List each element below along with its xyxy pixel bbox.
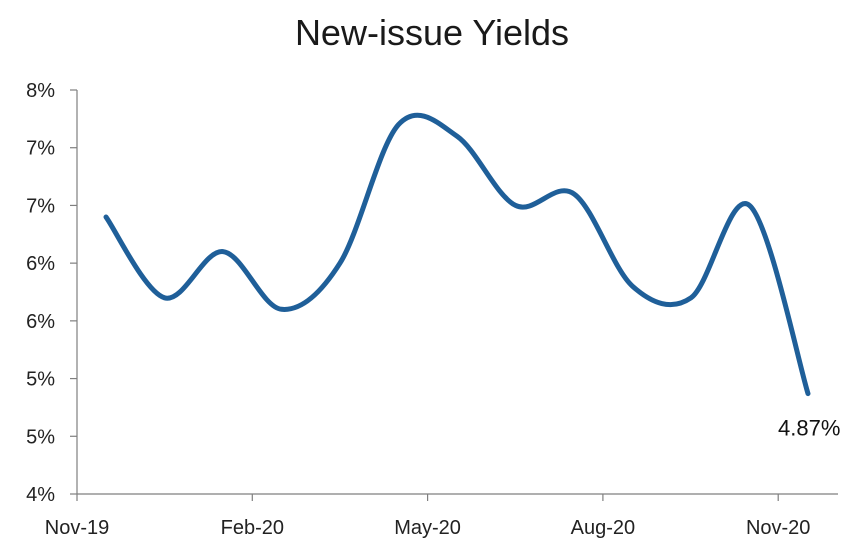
y-tick-label: 7% (26, 138, 55, 160)
end-value-label: 4.87% (778, 416, 840, 441)
series-layer: 4.87% (103, 112, 840, 441)
y-axis: 4% 5% 5% 6% 6% 7% 7% 8% (26, 80, 78, 506)
x-tick-label: Nov-19 (45, 517, 109, 539)
x-axis: Nov-19 Feb-20 May-20 Aug-20 Nov-20 (45, 493, 838, 539)
series-line (103, 112, 811, 397)
y-tick-label: 7% (26, 195, 55, 217)
y-tick-label: 5% (26, 369, 55, 391)
chart-title: New-issue Yields (294, 12, 570, 53)
y-tick-label: 6% (26, 311, 55, 333)
x-tick-label: Feb-20 (221, 517, 284, 539)
y-tick-label: 4% (26, 484, 55, 506)
x-tick-label: Aug-20 (571, 517, 636, 539)
y-tick-label: 6% (26, 253, 55, 275)
x-tick-label: Nov-20 (746, 517, 810, 539)
y-tick-label: 5% (26, 426, 55, 448)
y-tick-label: 8% (26, 80, 55, 102)
x-tick-label: May-20 (394, 517, 461, 539)
